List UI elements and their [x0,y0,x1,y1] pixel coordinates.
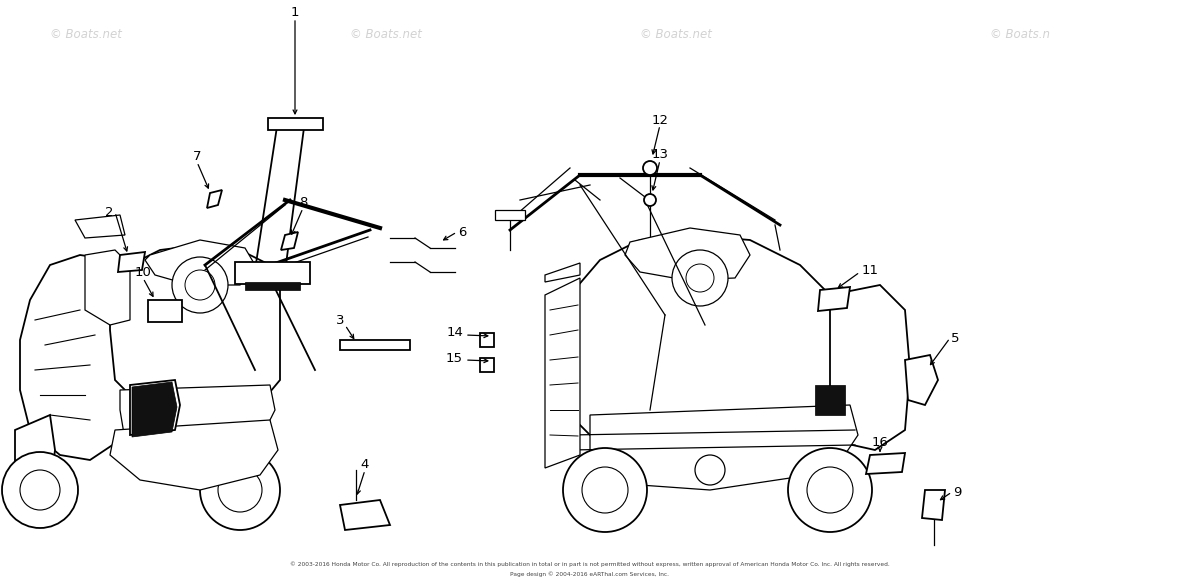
Circle shape [582,467,628,513]
Bar [815,385,845,415]
Text: 11: 11 [863,263,879,277]
Polygon shape [922,490,945,520]
Polygon shape [818,287,850,311]
Circle shape [2,452,78,528]
Text: 6: 6 [458,226,466,238]
Polygon shape [85,250,130,325]
Text: 2: 2 [105,205,113,219]
Text: 3: 3 [336,314,345,327]
Text: 12: 12 [651,114,669,126]
Text: © Boats.net: © Boats.net [199,414,271,426]
Polygon shape [132,382,177,437]
Text: © Boats.n: © Boats.n [990,27,1050,41]
Text: 13: 13 [651,148,669,161]
Circle shape [218,468,262,512]
Circle shape [807,467,853,513]
Polygon shape [590,405,858,490]
Polygon shape [494,210,525,220]
Circle shape [563,448,647,532]
Polygon shape [206,190,222,208]
Polygon shape [76,215,125,238]
Text: 15: 15 [446,351,463,364]
Bar [480,358,494,372]
Bar [268,118,323,130]
Text: 4: 4 [361,459,369,472]
Text: 9: 9 [952,485,962,498]
Circle shape [199,450,280,530]
Polygon shape [110,245,280,425]
Text: © Boats.net: © Boats.net [50,27,122,41]
Polygon shape [905,355,938,405]
Text: Page design © 2004-2016 eARThal.com Services, Inc.: Page design © 2004-2016 eARThal.com Serv… [511,571,669,577]
Polygon shape [15,415,55,500]
Polygon shape [120,385,275,470]
Circle shape [644,194,656,206]
Text: © Boats.net: © Boats.net [640,27,712,41]
Circle shape [20,470,60,510]
Polygon shape [130,380,181,435]
Polygon shape [20,255,130,460]
Polygon shape [281,232,299,250]
Text: 1: 1 [290,6,300,20]
Text: 14: 14 [446,327,463,339]
Polygon shape [830,285,910,450]
Bar [480,333,494,347]
Polygon shape [545,278,581,468]
Text: © Boats.net: © Boats.net [350,27,422,41]
Polygon shape [145,240,255,285]
Bar [148,300,182,322]
Bar [340,340,409,350]
Circle shape [671,250,728,306]
Circle shape [788,448,872,532]
Polygon shape [118,252,145,272]
Circle shape [643,161,657,175]
Circle shape [185,270,215,300]
Circle shape [172,257,228,313]
Polygon shape [866,453,905,474]
Text: 10: 10 [135,266,151,280]
Polygon shape [545,263,581,282]
Text: © Boats.net: © Boats.net [50,262,122,274]
Circle shape [695,455,725,485]
Text: 7: 7 [192,150,202,164]
Polygon shape [340,500,391,530]
Polygon shape [570,235,856,480]
Text: © 2003-2016 Honda Motor Co. All reproduction of the contents in this publication: © 2003-2016 Honda Motor Co. All reproduc… [290,561,890,567]
Text: 8: 8 [299,197,307,209]
Bar [235,262,310,284]
Bar [245,282,300,290]
Text: 5: 5 [951,332,959,345]
Text: 16: 16 [872,437,889,450]
Polygon shape [625,228,750,280]
Polygon shape [110,420,278,490]
Circle shape [686,264,714,292]
Text: © Boats.net: © Boats.net [660,262,732,274]
